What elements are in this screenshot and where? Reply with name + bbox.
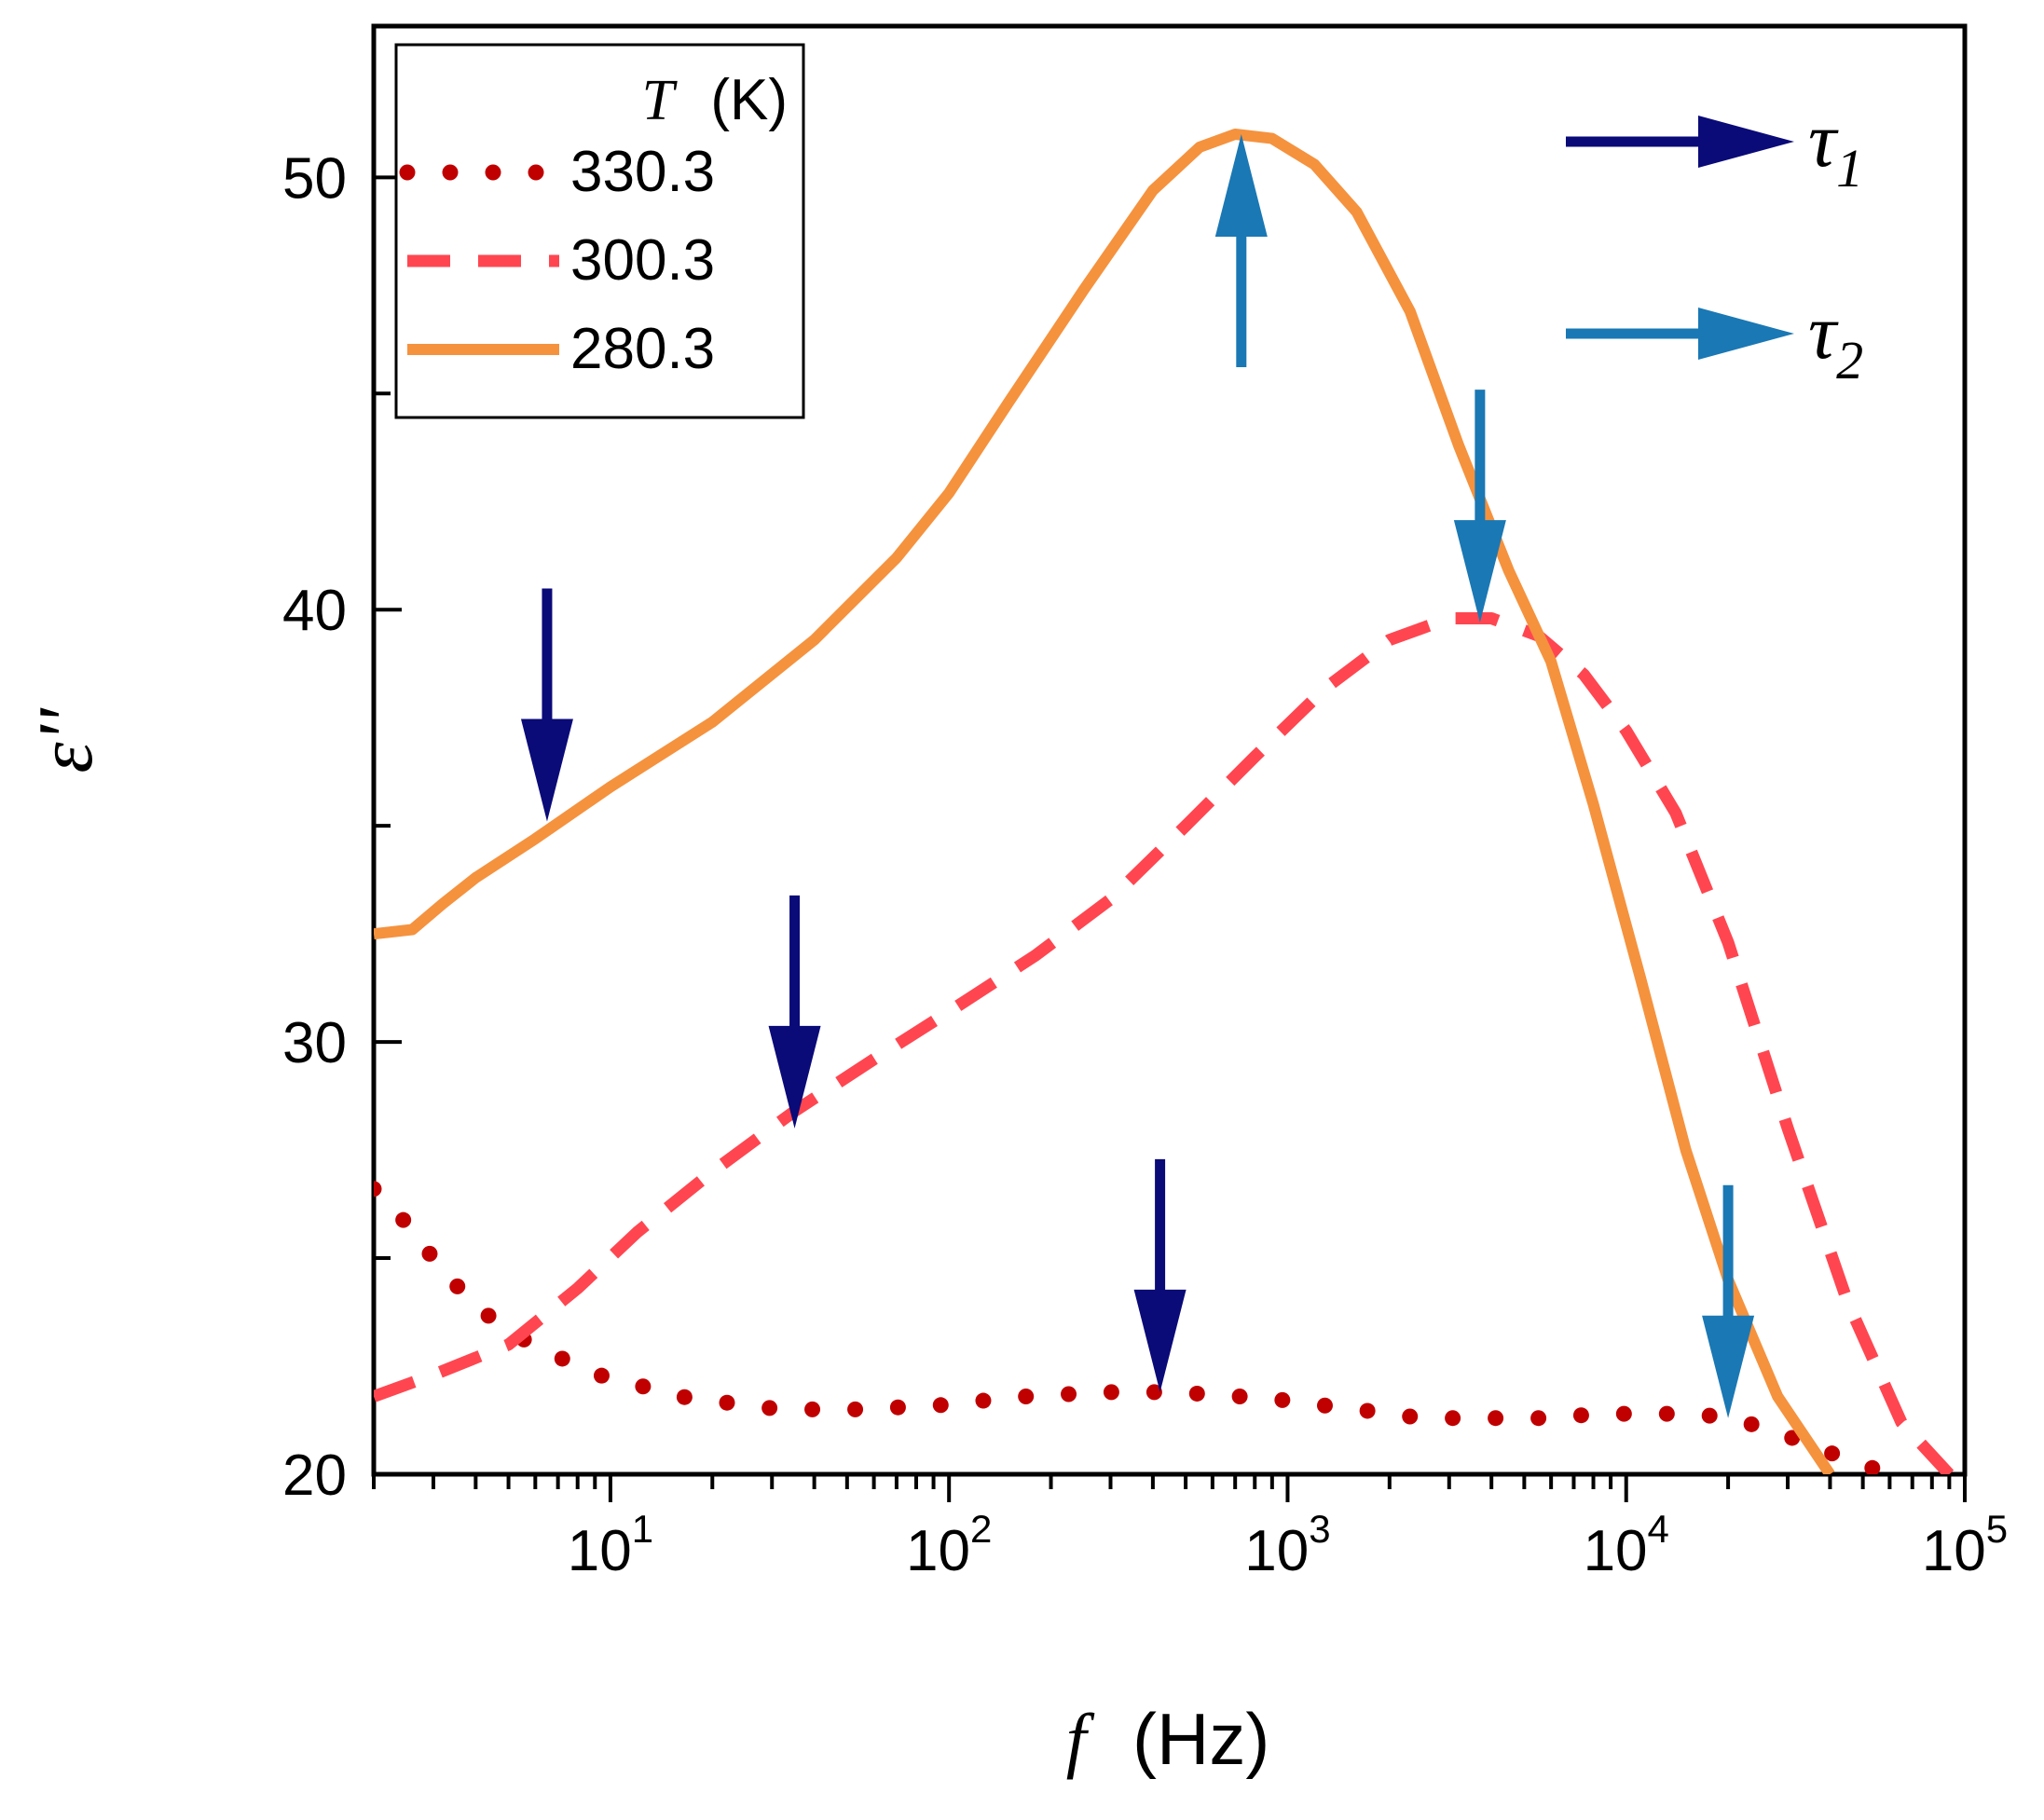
legend-entries: 330.3 300.3 280.3 <box>399 140 715 381</box>
x-tick-label: 104 <box>1584 1507 1669 1583</box>
tau1-marker-arrow <box>520 588 573 822</box>
y-axis-label: ε'' <box>22 706 109 773</box>
key-arrow-head <box>1698 308 1794 360</box>
y-tick-label: 40 <box>282 579 347 643</box>
tau2-marker-arrow <box>1453 390 1506 623</box>
arrow-head <box>1214 133 1268 237</box>
x-tick-base: 10 <box>1244 1519 1309 1583</box>
series-layer <box>374 129 1955 1474</box>
x-axis-unit: (Hz) <box>1132 1698 1269 1780</box>
legend-label: 300.3 <box>570 228 715 293</box>
x-tick-base: 10 <box>1584 1519 1648 1583</box>
tau2-marker-arrow <box>1214 133 1268 367</box>
x-tick-label: 105 <box>1922 1507 2008 1583</box>
legend-label: 330.3 <box>570 140 715 204</box>
x-tick-label: 102 <box>906 1507 992 1583</box>
series-line-280.3 <box>374 129 1835 1474</box>
series-line-300.3 <box>374 612 1955 1474</box>
key-entry-tau1: τ1 <box>1566 97 1863 198</box>
x-tick-exponent: 1 <box>632 1507 653 1551</box>
key-subscript: 1 <box>1836 138 1863 198</box>
arrow-head <box>1702 1315 1755 1418</box>
tau1-marker-arrow <box>768 895 821 1129</box>
legend-title-symbol: T <box>642 69 679 132</box>
x-axis-label: f (Hz) <box>1066 1698 1270 1780</box>
x-axis-symbol: f <box>1066 1699 1095 1780</box>
arrow-head <box>1133 1289 1187 1392</box>
y-tick-label: 50 <box>282 146 347 211</box>
plot-frame <box>371 23 1968 1477</box>
series-line-330.3 <box>374 1181 1905 1474</box>
tau2-marker-arrow <box>1702 1184 1755 1418</box>
x-tick-base: 10 <box>1922 1519 1986 1583</box>
key-label: τ1 <box>1808 97 1863 198</box>
tau-markers <box>520 133 1755 1418</box>
x-tick-label: 101 <box>568 1507 653 1583</box>
legend-box <box>394 43 805 419</box>
x-tick-labels: 101 102 103 104 105 <box>568 1507 2008 1583</box>
legend: T (K) 330.3 300.3 280.3 <box>394 43 805 419</box>
key-subscript: 2 <box>1836 330 1863 390</box>
x-tick-base: 10 <box>906 1519 970 1583</box>
x-tick-exponent: 3 <box>1309 1507 1330 1551</box>
tau1-marker-arrow <box>1133 1158 1187 1392</box>
key-entry-tau2: τ2 <box>1566 289 1863 390</box>
key-label: τ2 <box>1808 289 1863 390</box>
y-tick-label: 30 <box>282 1011 347 1075</box>
key-symbol: τ <box>1808 289 1839 376</box>
arrow-head <box>520 718 573 822</box>
y-tick-labels: 20 30 40 50 <box>282 146 347 1508</box>
legend-title-unit: (K) <box>710 68 788 132</box>
x-tick-exponent: 2 <box>970 1507 992 1551</box>
x-tick-base: 10 <box>568 1519 632 1583</box>
arrow-head <box>1453 520 1506 623</box>
legend-title: T (K) <box>642 68 788 132</box>
legend-label: 280.3 <box>570 317 715 381</box>
key-symbol: τ <box>1808 97 1839 184</box>
y-tick-label: 20 <box>282 1444 347 1508</box>
x-tick-exponent: 4 <box>1648 1507 1669 1551</box>
key-arrow-head <box>1698 116 1794 168</box>
x-tick-exponent: 5 <box>1986 1507 2008 1551</box>
x-tick-label: 103 <box>1244 1507 1330 1583</box>
axis-ticks <box>372 175 1967 1502</box>
arrow-head <box>768 1025 821 1129</box>
